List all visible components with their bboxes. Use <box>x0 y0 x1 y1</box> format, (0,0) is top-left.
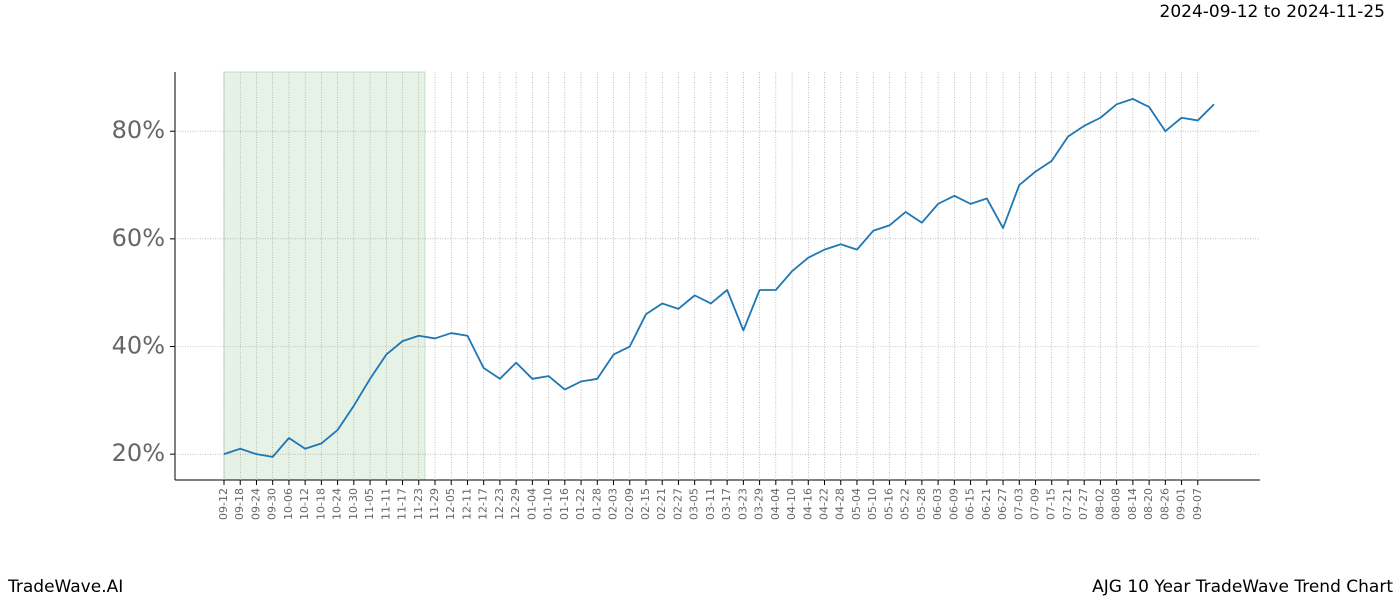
x-tick-label: 02-27 <box>671 488 684 520</box>
x-tick-label: 04-28 <box>834 488 847 520</box>
x-tick-label: 12-05 <box>444 488 457 520</box>
x-tick-label: 07-09 <box>1029 488 1042 520</box>
x-tick-label: 07-15 <box>1045 488 1058 520</box>
x-tick-label: 12-17 <box>477 488 490 520</box>
x-tick-label: 10-24 <box>331 488 344 520</box>
x-tick-label: 10-12 <box>298 488 311 520</box>
x-tick-label: 11-11 <box>379 488 392 520</box>
x-tick-label: 07-21 <box>1061 488 1074 520</box>
x-tick-label: 01-22 <box>574 488 587 520</box>
x-tick-label: 10-30 <box>347 488 360 520</box>
x-tick-label: 01-16 <box>558 488 571 520</box>
brand: TradeWave.AI <box>7 577 123 597</box>
x-tick-label: 05-16 <box>882 488 895 520</box>
x-tick-label: 02-09 <box>623 488 636 520</box>
x-tick-label: 06-27 <box>996 488 1009 520</box>
x-tick-label: 05-22 <box>899 488 912 520</box>
x-tick-label: 05-04 <box>850 488 863 520</box>
x-tick-label: 06-09 <box>947 488 960 520</box>
x-tick-label: 03-23 <box>736 488 749 520</box>
chart-title: AJG 10 Year TradeWave Trend Chart <box>1092 577 1393 597</box>
x-tick-label: 09-18 <box>233 488 246 520</box>
x-tick-label: 12-29 <box>509 488 522 520</box>
x-tick-label: 08-20 <box>1142 488 1155 520</box>
x-tick-label: 09-07 <box>1191 488 1204 520</box>
x-tick-label: 02-03 <box>607 488 620 520</box>
y-tick-label: 60% <box>112 224 165 252</box>
x-tick-label: 02-15 <box>639 488 652 520</box>
x-tick-label: 02-21 <box>655 488 668 520</box>
date-range: 2024-09-12 to 2024-11-25 <box>1160 2 1385 22</box>
x-tick-label: 10-06 <box>282 488 295 520</box>
x-tick-label: 05-10 <box>866 488 879 520</box>
x-tick-label: 04-10 <box>785 488 798 520</box>
y-tick-label: 40% <box>112 332 165 360</box>
y-tick-label: 80% <box>112 116 165 144</box>
x-tick-label: 06-21 <box>980 488 993 520</box>
x-tick-label: 03-05 <box>688 488 701 520</box>
x-tick-label: 12-11 <box>460 488 473 520</box>
x-tick-label: 01-10 <box>542 488 555 520</box>
x-tick-label: 10-18 <box>314 488 327 520</box>
x-tick-label: 08-02 <box>1093 488 1106 520</box>
y-tick-label: 20% <box>112 439 165 467</box>
x-tick-label: 09-01 <box>1175 488 1188 520</box>
x-tick-label: 11-05 <box>363 488 376 520</box>
highlight-range <box>223 71 426 481</box>
x-tick-label: 11-29 <box>428 488 441 520</box>
x-tick-label: 08-26 <box>1158 488 1171 520</box>
x-tick-label: 06-15 <box>964 488 977 520</box>
x-tick-label: 11-17 <box>396 488 409 520</box>
x-tick-label: 08-14 <box>1126 488 1139 520</box>
x-tick-label: 03-17 <box>720 488 733 520</box>
x-tick-label: 01-04 <box>525 488 538 520</box>
x-tick-label: 03-29 <box>753 488 766 520</box>
x-tick-label: 05-28 <box>915 488 928 520</box>
x-tick-label: 09-12 <box>217 488 230 520</box>
x-tick-label: 12-23 <box>493 488 506 520</box>
x-tick-label: 09-30 <box>266 488 279 520</box>
x-tick-label: 08-08 <box>1110 488 1123 520</box>
x-tick-label: 09-24 <box>249 488 262 520</box>
x-tick-label: 04-16 <box>801 488 814 520</box>
x-tick-label: 04-22 <box>818 488 831 520</box>
x-tick-label: 07-03 <box>1012 488 1025 520</box>
trend-line <box>223 98 1215 458</box>
x-tick-label: 11-23 <box>412 488 425 520</box>
x-tick-label: 03-11 <box>704 488 717 520</box>
x-tick-label: 07-27 <box>1077 488 1090 520</box>
x-tick-label: 06-03 <box>931 488 944 520</box>
x-tick-label: 04-04 <box>769 488 782 520</box>
x-tick-label: 01-28 <box>590 488 603 520</box>
